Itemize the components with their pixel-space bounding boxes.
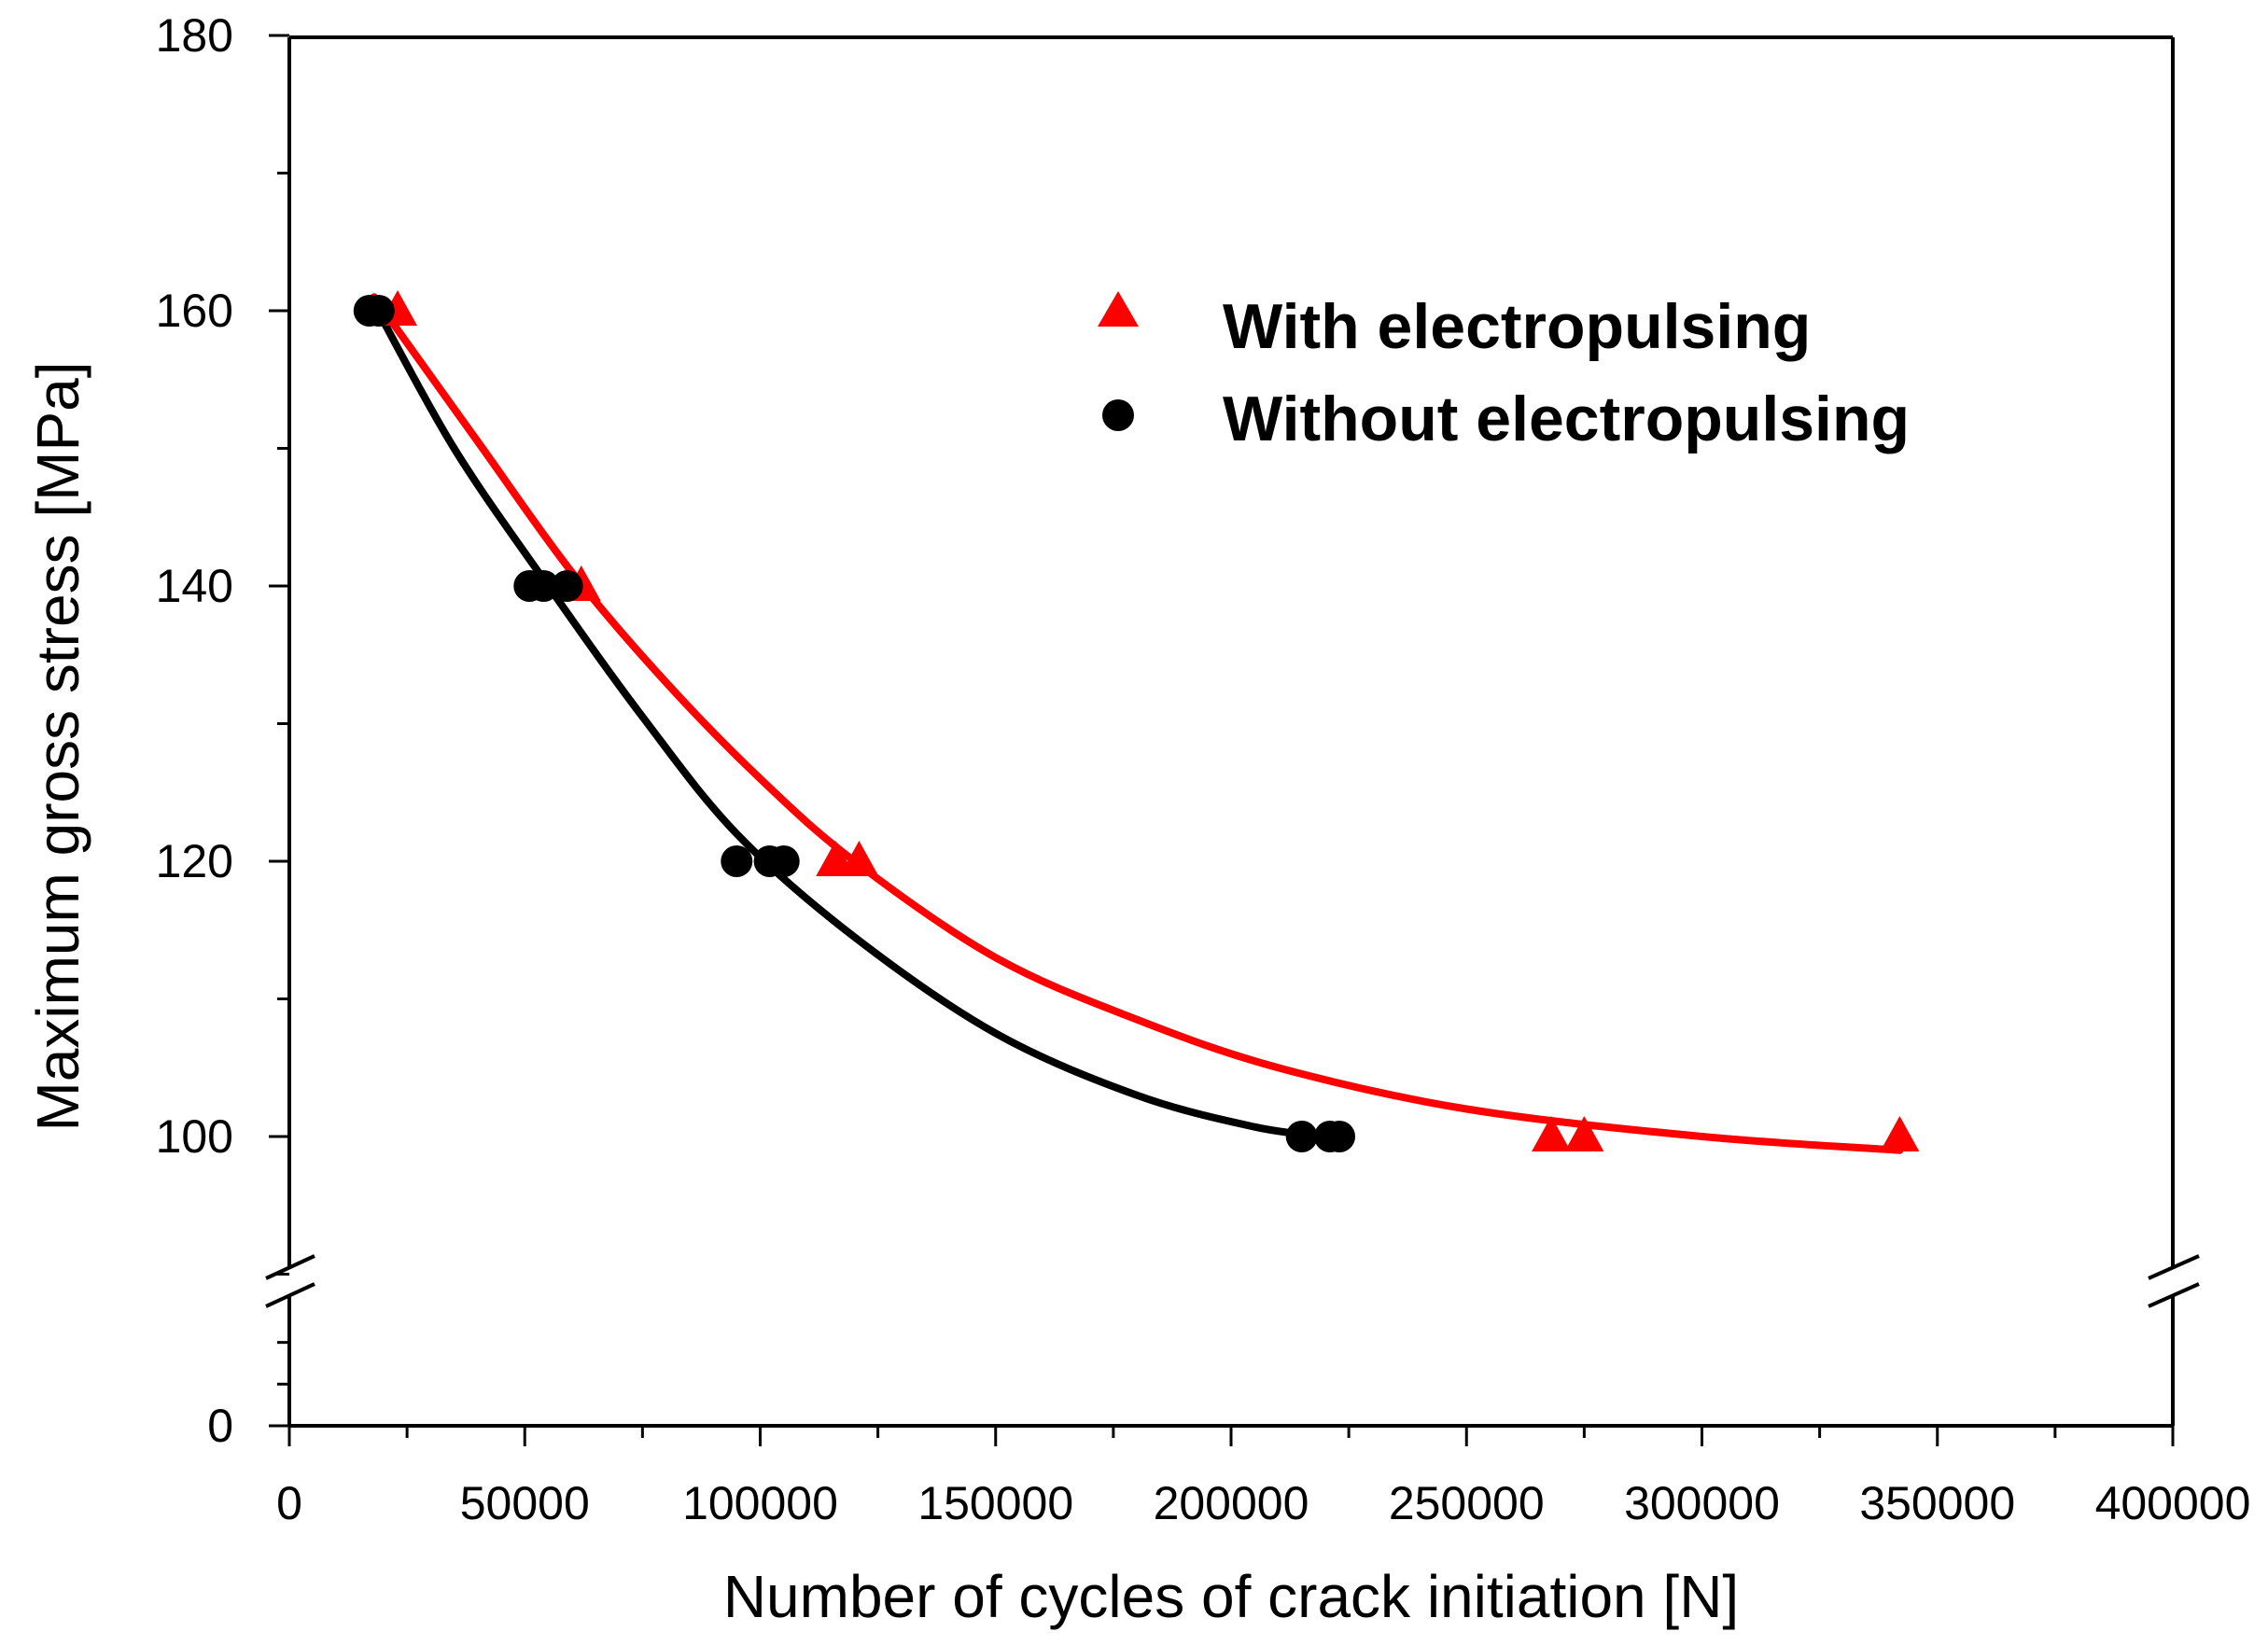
y-tick-label: 120	[156, 835, 233, 887]
data-points	[353, 290, 1920, 1152]
x-tick-label: 0	[276, 1477, 302, 1529]
legend-circle-marker	[1102, 399, 1134, 431]
x-tick-label: 50000	[460, 1477, 590, 1529]
data-point-without	[362, 295, 395, 327]
x-tick-label: 350000	[1859, 1477, 2015, 1529]
data-point-without	[721, 845, 753, 877]
legend: With electropulsing Without electropulsi…	[1098, 291, 1910, 454]
x-tick-label: 150000	[917, 1477, 1073, 1529]
y-axis-ticks: 0 100 120 140 160 180	[156, 9, 289, 1452]
data-point-with	[1564, 1116, 1604, 1151]
y-tick-label: 0	[207, 1400, 233, 1452]
x-axis-ticks: 0 50000 100000 150000 200000 250000 300000 3500…	[276, 1426, 2250, 1529]
x-tick-label: 100000	[682, 1477, 838, 1529]
data-point-without	[767, 845, 800, 877]
y-tick-label: 160	[156, 285, 233, 337]
data-point-with	[1880, 1116, 1920, 1151]
data-point-without	[1285, 1121, 1318, 1152]
axis-break-right	[2148, 1254, 2200, 1308]
x-tick-label: 250000	[1389, 1477, 1545, 1529]
data-point-with	[839, 841, 879, 876]
data-point-with	[1532, 1116, 1572, 1151]
legend-label-without: Without electropulsing	[1223, 384, 1910, 454]
fit-curve-with	[370, 293, 1904, 1154]
y-tick-label: 100	[156, 1110, 233, 1163]
x-tick-label: 400000	[2095, 1477, 2251, 1529]
legend-triangle-marker	[1098, 291, 1139, 327]
y-tick-label: 180	[156, 9, 233, 62]
data-point-without	[1323, 1121, 1356, 1152]
data-point-without	[527, 570, 560, 602]
axis-break-left	[265, 1254, 315, 1308]
plot-frame	[265, 35, 2200, 1428]
x-tick-label: 300000	[1624, 1477, 1780, 1529]
fit-curve-without	[370, 300, 1329, 1140]
y-tick-label: 140	[156, 560, 233, 612]
data-point-without	[551, 570, 583, 602]
y-axis-title: Maximum gross stress [MPa]	[24, 361, 91, 1131]
x-tick-label: 200000	[1154, 1477, 1309, 1529]
legend-label-with: With electropulsing	[1223, 291, 1811, 362]
x-axis-title: Number of cycles of crack initiation [N]	[723, 1563, 1739, 1630]
